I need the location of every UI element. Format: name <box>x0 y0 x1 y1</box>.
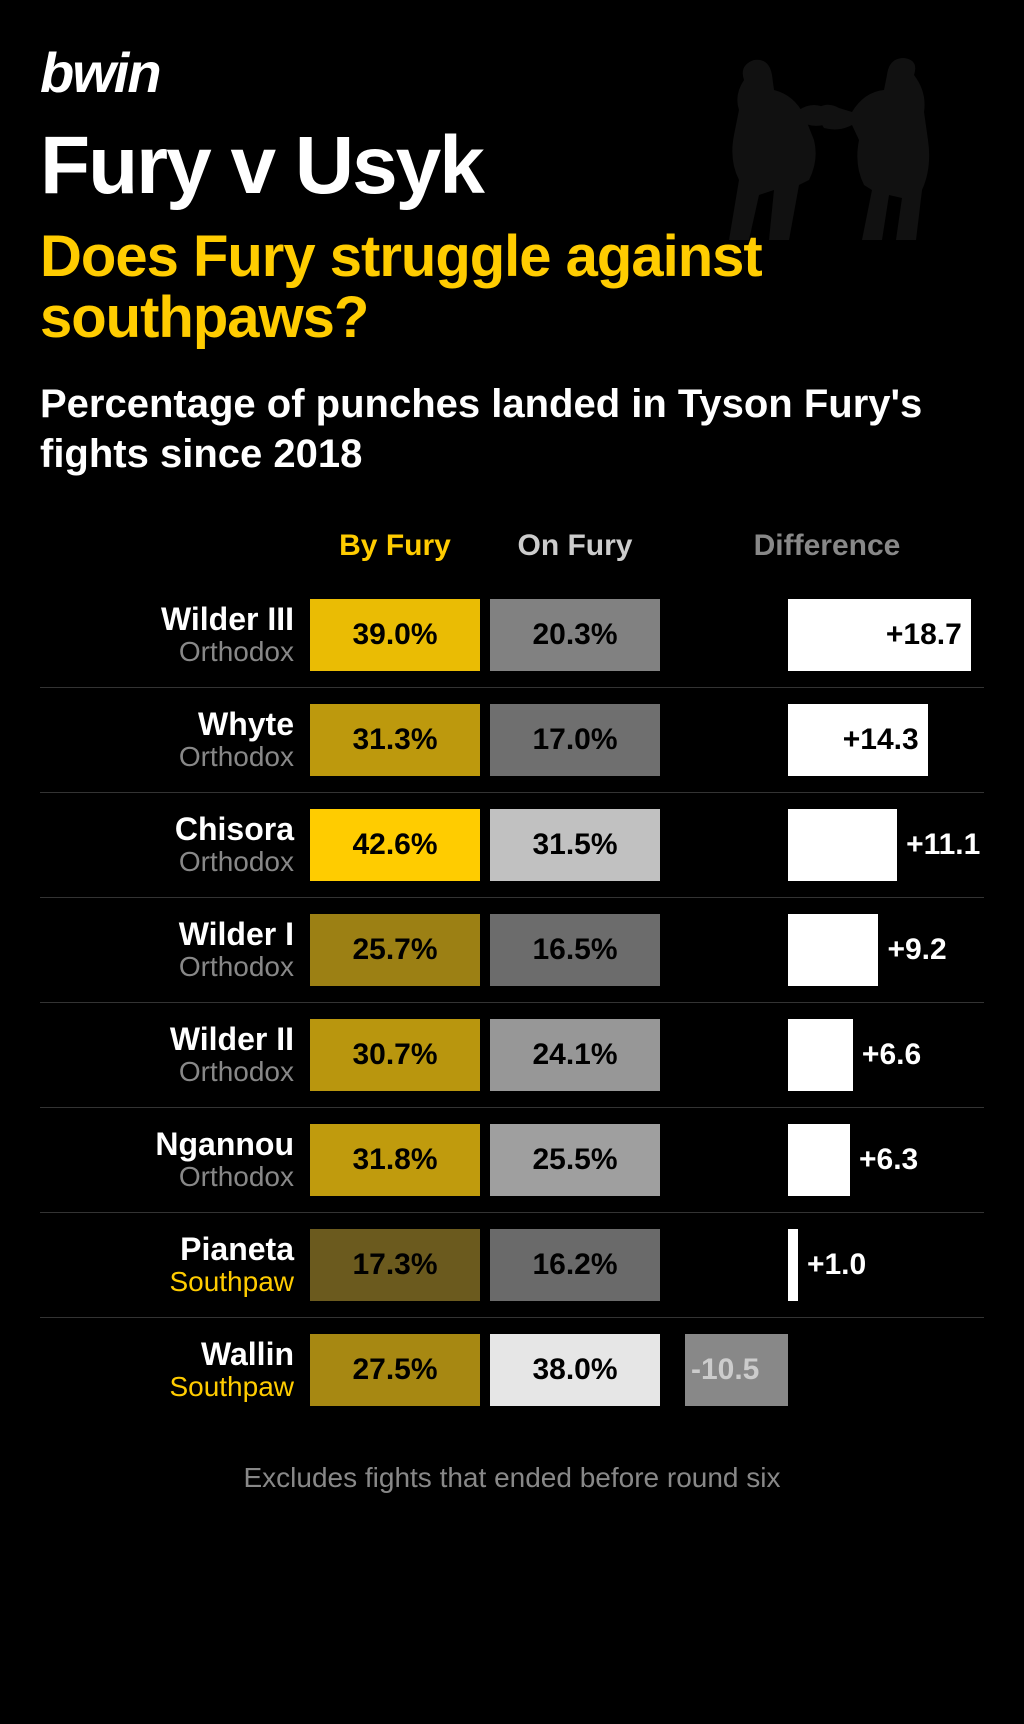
by-fury-value: 31.3% <box>310 704 480 776</box>
difference-bar <box>788 1124 850 1196</box>
on-fury-value: 38.0% <box>490 1334 660 1406</box>
by-fury-value: 39.0% <box>310 599 480 671</box>
opponent-name: Wallin <box>40 1337 294 1372</box>
difference-cell: -10.5 <box>670 1334 984 1406</box>
on-fury-value: 24.1% <box>490 1019 660 1091</box>
difference-label: +6.6 <box>862 1038 921 1072</box>
difference-label: +1.0 <box>807 1248 866 1282</box>
opponent-name: Chisora <box>40 812 294 847</box>
on-fury-value: 16.5% <box>490 914 660 986</box>
opponent-name: Pianeta <box>40 1232 294 1267</box>
by-fury-value: 31.8% <box>310 1124 480 1196</box>
col-header-by-fury: By Fury <box>310 529 480 563</box>
opponent-cell: WhyteOrthodox <box>40 707 300 773</box>
col-header-difference: Difference <box>670 529 984 563</box>
difference-bar <box>788 1019 853 1091</box>
on-fury-value: 17.0% <box>490 704 660 776</box>
difference-label: +9.2 <box>887 933 946 967</box>
table-row: WhyteOrthodox31.3%17.0%+14.3 <box>40 687 984 792</box>
on-fury-value: 31.5% <box>490 809 660 881</box>
opponent-stance: Orthodox <box>40 637 294 668</box>
table-row: PianetaSouthpaw17.3%16.2%+1.0 <box>40 1212 984 1317</box>
opponent-name: Wilder II <box>40 1022 294 1057</box>
header: bwin Fury v Usyk Does Fury struggle agai… <box>40 40 984 479</box>
difference-bar <box>788 809 897 881</box>
table-row: Wilder IIOrthodox30.7%24.1%+6.6 <box>40 1002 984 1107</box>
opponent-cell: PianetaSouthpaw <box>40 1232 300 1298</box>
table-row: Wilder IOrthodox25.7%16.5%+9.2 <box>40 897 984 1002</box>
by-fury-value: 27.5% <box>310 1334 480 1406</box>
opponent-cell: Wilder IIIOrthodox <box>40 602 300 668</box>
footnote: Excludes fights that ended before round … <box>40 1462 984 1494</box>
difference-cell: +18.7 <box>670 599 984 671</box>
opponent-cell: ChisoraOrthodox <box>40 812 300 878</box>
opponent-cell: Wilder IOrthodox <box>40 917 300 983</box>
on-fury-value: 20.3% <box>490 599 660 671</box>
difference-bar <box>788 914 878 986</box>
table-row: Wilder IIIOrthodox39.0%20.3%+18.7 <box>40 583 984 687</box>
difference-label: -10.5 <box>691 1353 759 1387</box>
opponent-cell: NgannouOrthodox <box>40 1127 300 1193</box>
opponent-stance: Orthodox <box>40 1057 294 1088</box>
opponent-stance: Southpaw <box>40 1372 294 1403</box>
difference-cell: +6.6 <box>670 1019 984 1091</box>
by-fury-value: 25.7% <box>310 914 480 986</box>
opponent-name: Ngannou <box>40 1127 294 1162</box>
table-row: NgannouOrthodox31.8%25.5%+6.3 <box>40 1107 984 1212</box>
difference-label: +6.3 <box>859 1143 918 1177</box>
difference-label: +18.7 <box>886 618 962 652</box>
opponent-cell: Wilder IIOrthodox <box>40 1022 300 1088</box>
table-row: ChisoraOrthodox42.6%31.5%+11.1 <box>40 792 984 897</box>
opponent-stance: Southpaw <box>40 1267 294 1298</box>
opponent-name: Whyte <box>40 707 294 742</box>
on-fury-value: 25.5% <box>490 1124 660 1196</box>
opponent-stance: Orthodox <box>40 1162 294 1193</box>
opponent-name: Wilder I <box>40 917 294 952</box>
difference-label: +14.3 <box>843 723 919 757</box>
difference-cell: +14.3 <box>670 704 984 776</box>
opponent-name: Wilder III <box>40 602 294 637</box>
difference-cell: +11.1 <box>670 809 984 881</box>
difference-cell: +6.3 <box>670 1124 984 1196</box>
data-rows: Wilder IIIOrthodox39.0%20.3%+18.7WhyteOr… <box>40 583 984 1422</box>
by-fury-value: 30.7% <box>310 1019 480 1091</box>
difference-label: +11.1 <box>906 828 980 862</box>
difference-cell: +9.2 <box>670 914 984 986</box>
column-headers: By Fury On Fury Difference <box>40 529 984 563</box>
col-header-on-fury: On Fury <box>490 529 660 563</box>
table-row: WallinSouthpaw27.5%38.0%-10.5 <box>40 1317 984 1422</box>
by-fury-value: 17.3% <box>310 1229 480 1301</box>
by-fury-value: 42.6% <box>310 809 480 881</box>
boxers-silhouette-icon <box>684 40 984 260</box>
chart-description: Percentage of punches landed in Tyson Fu… <box>40 379 984 479</box>
opponent-stance: Orthodox <box>40 952 294 983</box>
difference-cell: +1.0 <box>670 1229 984 1301</box>
difference-bar <box>788 1229 798 1301</box>
on-fury-value: 16.2% <box>490 1229 660 1301</box>
opponent-stance: Orthodox <box>40 847 294 878</box>
opponent-cell: WallinSouthpaw <box>40 1337 300 1403</box>
opponent-stance: Orthodox <box>40 742 294 773</box>
